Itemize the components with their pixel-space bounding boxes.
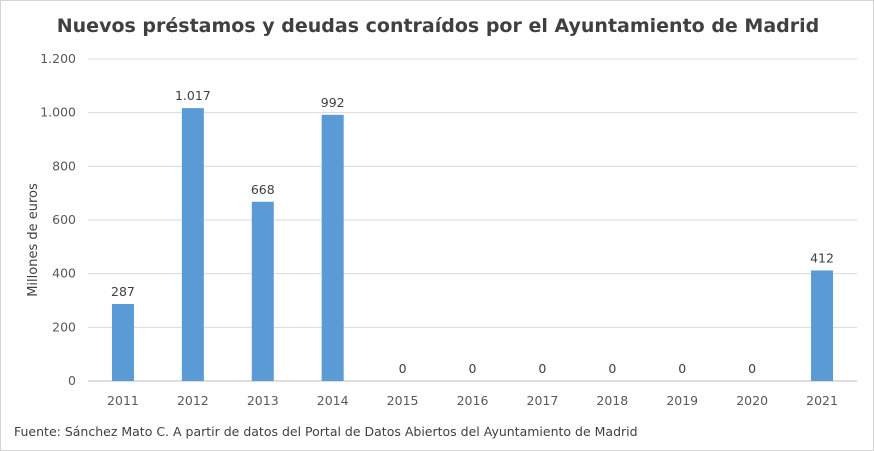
y-tick-label: 200 [52,319,76,334]
chart-title: Nuevos préstamos y deudas contraídos por… [56,15,820,37]
data-label: 0 [678,361,686,376]
y-tick-label: 0 [68,373,76,388]
x-tick-label: 2018 [596,393,628,408]
data-label: 287 [111,284,135,299]
source-note: Fuente: Sánchez Mato C. A partir de dato… [14,424,638,439]
bar [111,303,134,381]
bar [181,108,204,381]
y-tick-label: 1.200 [40,51,76,66]
x-tick-label: 2017 [527,393,559,408]
x-tick-label: 2021 [806,393,838,408]
x-tick-label: 2015 [387,393,419,408]
data-label: 0 [748,361,756,376]
data-label: 668 [251,182,275,197]
data-label: 0 [469,361,477,376]
x-tick-label: 2011 [107,393,139,408]
x-tick-label: 2014 [317,393,349,408]
x-tick-label: 2019 [666,393,698,408]
bar [251,201,274,381]
y-axis-label: Millones de euros [26,183,41,297]
x-tick-label: 2016 [457,393,489,408]
data-label: 0 [399,361,407,376]
y-tick-label: 600 [52,212,76,227]
bar [811,270,834,381]
data-label: 0 [608,361,616,376]
data-label: 1.017 [175,88,211,103]
y-tick-label: 1.000 [40,105,76,120]
bar [321,114,344,382]
data-label: 412 [810,250,834,265]
y-tick-label: 800 [52,158,76,173]
x-tick-label: 2013 [247,393,279,408]
x-tick-label: 2020 [736,393,768,408]
y-tick-label: 400 [52,266,76,281]
x-tick-label: 2012 [177,393,209,408]
data-label: 992 [321,95,345,110]
data-label: 0 [538,361,546,376]
